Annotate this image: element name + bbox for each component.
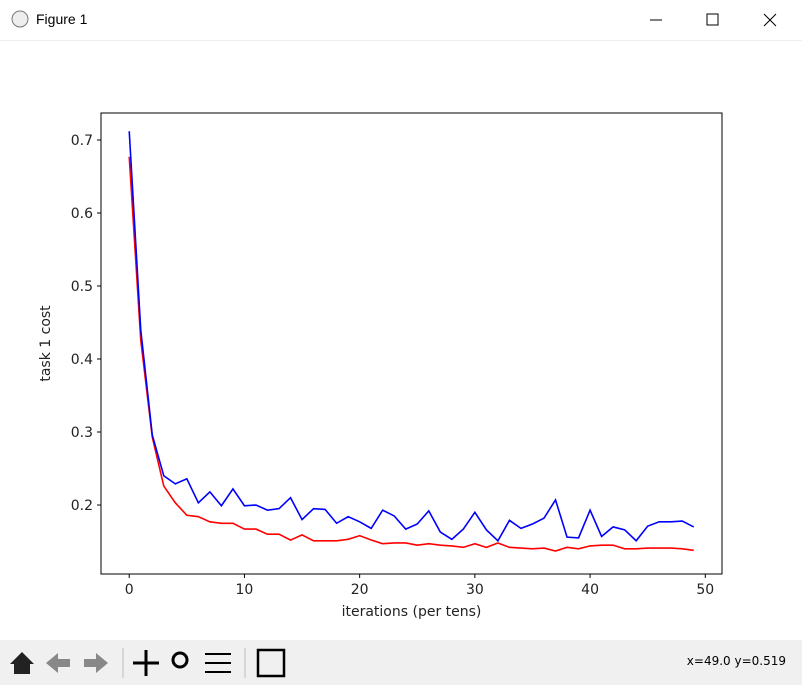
close-button[interactable] (763, 13, 777, 27)
plot-frame (100, 112, 723, 575)
title-bar: Figure 1 (0, 0, 802, 41)
toolbar: x=49.0 y=0.519 (0, 640, 802, 685)
x-tick-label: 50 (696, 582, 714, 598)
configure-button[interactable] (205, 653, 231, 673)
maximize-button[interactable] (706, 13, 719, 26)
y-tick-label: 0.4 (71, 352, 93, 368)
app-icon (11, 10, 29, 28)
chart: 0.2 0.3 0.4 0.5 0.6 0.7 0 10 20 30 40 50 iterations … (38, 112, 723, 620)
pan-button[interactable] (133, 650, 159, 676)
y-tick-label: 0.5 (71, 279, 93, 295)
home-button[interactable] (10, 652, 34, 674)
y-axis-label: task 1 cost (38, 305, 54, 382)
save-button[interactable] (256, 648, 286, 678)
x-axis-label: iterations (per tens) (342, 604, 482, 620)
x-tick-label: 40 (581, 582, 599, 598)
zoom-button[interactable] (171, 651, 189, 669)
back-button[interactable] (46, 653, 70, 673)
y-tick-label: 0.2 (71, 498, 93, 514)
x-tick-label: 30 (466, 582, 484, 598)
y-tick-label: 0.7 (71, 133, 93, 149)
toolbar-icons (10, 648, 286, 678)
window-title: Figure 1 (36, 11, 88, 27)
x-tick-label: 0 (125, 582, 134, 598)
y-tick-label: 0.3 (71, 425, 93, 441)
x-tick-label: 20 (351, 582, 369, 598)
y-tick-label: 0.6 (71, 206, 93, 222)
series-line (128, 156, 694, 552)
series-line (128, 131, 695, 543)
forward-button[interactable] (84, 653, 108, 673)
title-icons (11, 10, 777, 28)
status-text: x=49.0 y=0.519 (686, 654, 786, 668)
x-tick-label: 10 (236, 582, 254, 598)
